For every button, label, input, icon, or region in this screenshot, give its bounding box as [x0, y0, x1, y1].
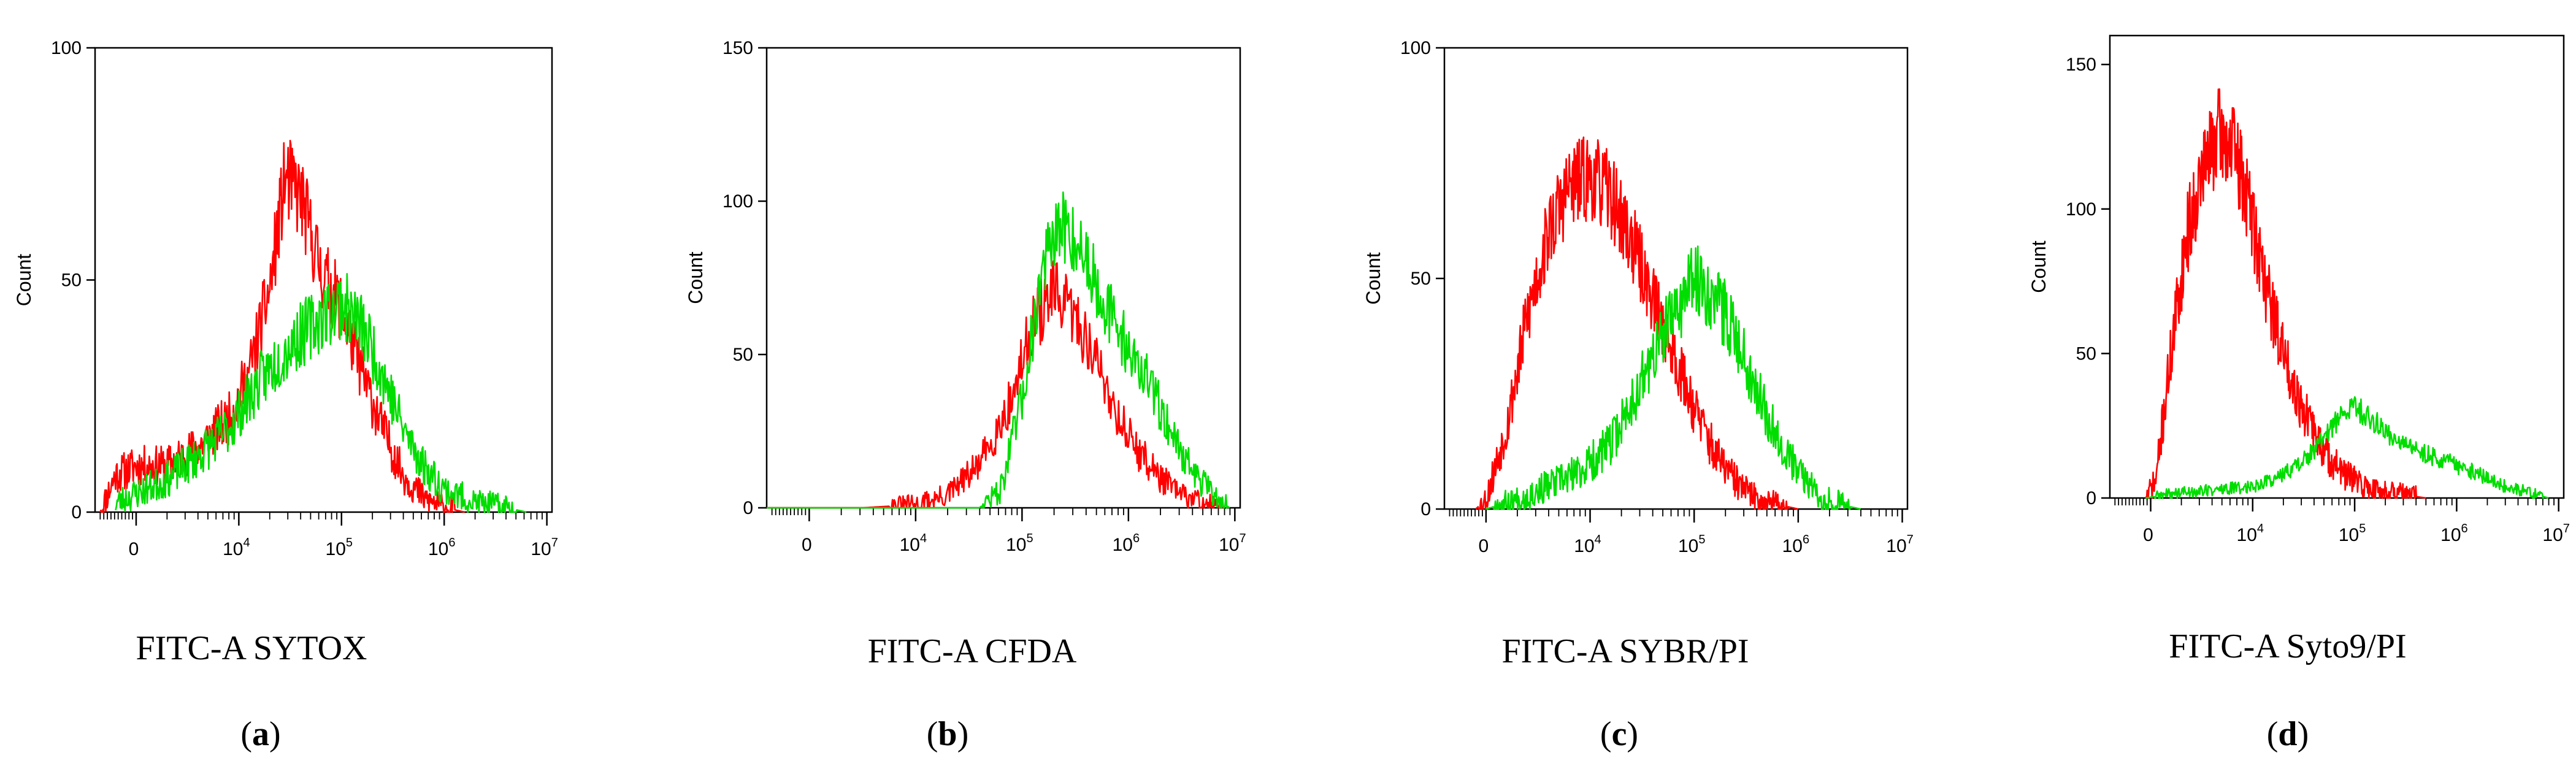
panel-label-a: (a) — [240, 715, 280, 753]
y-tick-label-c: 50 — [1411, 269, 1431, 289]
panel-a: 0 50 100 Count 0 104 105 106 107 FITC-A SYTOX (a) — [13, 38, 558, 753]
y-tick-label-a: 50 — [61, 270, 82, 291]
y-tick-label-d: 50 — [2076, 343, 2096, 364]
x-axis-label-b: FITC-A CFDA — [868, 632, 1077, 670]
series-green-c — [1485, 245, 1861, 510]
x-tick-label-c: 106 — [1782, 533, 1810, 556]
y-axis-label-d: Count — [2028, 240, 2050, 293]
y-tick-label-c: 100 — [1400, 38, 1431, 58]
series-green-a — [115, 273, 527, 513]
x-tick-label-a: 106 — [428, 536, 456, 559]
x-tick-label-d: 107 — [2542, 522, 2570, 545]
x-tick-label-a: 107 — [531, 536, 558, 559]
series-red-a — [99, 139, 466, 513]
plot-frame-c — [1443, 47, 1909, 510]
series-green-d — [2145, 396, 2549, 499]
panel-b: 0 50 100 150 Count 0 104 105 106 107 FITC-A CFDA (b… — [684, 38, 1246, 753]
y-tick-label-a: 0 — [71, 502, 82, 523]
x-tick-label-b: 0 — [802, 535, 812, 555]
y-tick-label-d: 150 — [2066, 55, 2096, 75]
x-tick-label-b: 106 — [1113, 532, 1140, 555]
y-axis-label-a: Count — [13, 254, 35, 307]
panel-d: 0 50 100 150 Count 0 104 105 106 107 FITC-A Syto9/… — [2028, 34, 2570, 753]
x-tick-label-d: 106 — [2440, 522, 2468, 545]
y-tick-label-b: 100 — [723, 191, 753, 212]
plot-frame-d — [2109, 34, 2565, 499]
y-tick-label-b: 50 — [733, 345, 753, 365]
y-tick-label-d: 100 — [2066, 199, 2096, 220]
x-tick-label-b: 107 — [1219, 532, 1246, 555]
plot-frame-b — [765, 47, 1241, 509]
y-axis-label-c: Count — [1362, 252, 1384, 305]
y-axis-label-b: Count — [684, 251, 707, 304]
series-red-d — [2145, 88, 2426, 499]
x-tick-label-a: 0 — [129, 539, 139, 559]
series-red-c — [1475, 136, 1799, 510]
series-green-b — [767, 191, 1230, 509]
x-tick-label-c: 105 — [1678, 533, 1706, 556]
plot-frame-a — [94, 47, 553, 513]
panel-c: 0 50 100 Count 0 104 105 106 107 FITC-A SYBR/PI (c… — [1362, 38, 1914, 753]
x-axis-label-d: FITC-A Syto9/PI — [2169, 627, 2406, 665]
panel-label-d: (d) — [2267, 715, 2309, 753]
x-tick-label-c: 0 — [1479, 536, 1489, 556]
x-axis-label-c: FITC-A SYBR/PI — [1502, 632, 1749, 670]
x-tick-label-c: 107 — [1886, 533, 1914, 556]
y-tick-label-d: 0 — [2086, 488, 2096, 508]
x-tick-label-d: 105 — [2339, 522, 2366, 545]
x-tick-label-a: 105 — [326, 536, 353, 559]
y-tick-label-b: 150 — [723, 38, 753, 58]
x-tick-label-b: 104 — [900, 532, 927, 555]
x-tick-label-c: 104 — [1574, 533, 1601, 556]
y-tick-label-c: 0 — [1420, 499, 1431, 519]
x-tick-label-b: 105 — [1006, 532, 1033, 555]
x-tick-label-d: 104 — [2237, 522, 2264, 545]
y-tick-label-b: 0 — [743, 498, 753, 518]
x-tick-label-a: 104 — [223, 536, 250, 559]
y-tick-label-a: 100 — [51, 38, 82, 58]
panel-label-b: (b) — [927, 715, 968, 753]
x-axis-label-a: FITC-A SYTOX — [136, 629, 367, 667]
panel-label-c: (c) — [1600, 715, 1638, 753]
x-tick-label-d: 0 — [2143, 525, 2153, 545]
